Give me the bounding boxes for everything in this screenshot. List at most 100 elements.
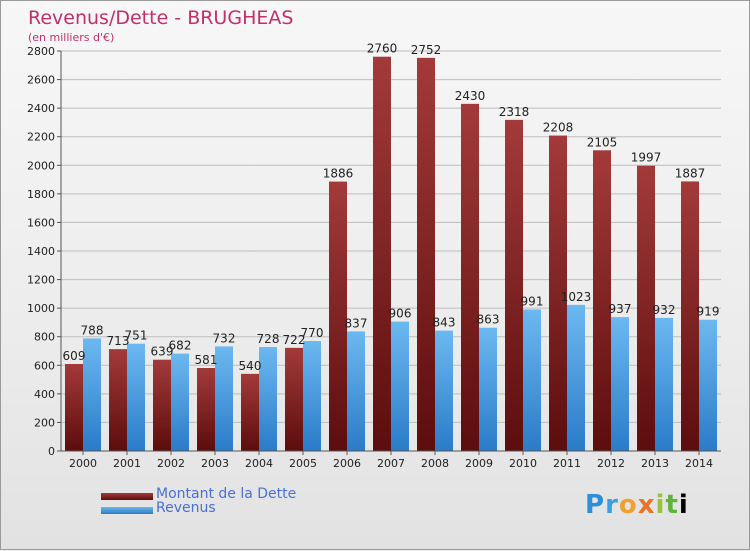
x-tick-label: 2013 — [641, 457, 669, 470]
data-label: 843 — [433, 316, 456, 330]
y-tick-label: 400 — [34, 388, 55, 401]
bar-revenue — [699, 319, 717, 451]
logo-letter: i — [678, 490, 689, 520]
data-label: 2105 — [587, 135, 618, 149]
data-label: 2752 — [411, 43, 442, 57]
bar-debt — [373, 56, 391, 451]
y-tick-label: 1600 — [27, 216, 55, 229]
bar-revenue — [655, 317, 673, 451]
logo-letter: x — [637, 490, 656, 520]
data-label: 751 — [125, 329, 148, 343]
y-tick-label: 1400 — [27, 245, 55, 258]
data-label: 609 — [63, 349, 86, 363]
x-tick-label: 2003 — [201, 457, 229, 470]
data-label: 788 — [81, 323, 104, 337]
data-label: 837 — [345, 316, 368, 330]
data-label: 540 — [239, 359, 262, 373]
y-tick-label: 2000 — [27, 159, 55, 172]
bar-revenue — [303, 341, 321, 451]
x-tick-label: 2001 — [113, 457, 141, 470]
y-tick-label: 600 — [34, 359, 55, 372]
x-tick-label: 2005 — [289, 457, 317, 470]
data-label: 2760 — [367, 42, 398, 56]
data-label: 991 — [521, 294, 544, 308]
legend-swatch-revenue — [101, 507, 153, 514]
y-tick-label: 1000 — [27, 302, 55, 315]
data-label: 581 — [195, 353, 218, 367]
bar-revenue — [479, 327, 497, 451]
logo-letter: i — [655, 490, 666, 520]
bar-revenue — [611, 317, 629, 451]
data-label: 2208 — [543, 121, 574, 135]
data-label: 2318 — [499, 105, 530, 119]
y-tick-label: 1800 — [27, 188, 55, 201]
data-label: 770 — [301, 326, 324, 340]
data-label: 863 — [477, 313, 500, 327]
x-tick-label: 2000 — [69, 457, 97, 470]
bar-debt — [637, 165, 655, 451]
x-tick-label: 2012 — [597, 457, 625, 470]
logo-letter: r — [605, 490, 619, 520]
logo-letter: P — [585, 490, 606, 520]
bar-debt — [505, 119, 523, 451]
x-tick-label: 2007 — [377, 457, 405, 470]
chart-subtitle: (en milliers d'€) — [28, 31, 115, 44]
x-tick-label: 2008 — [421, 457, 449, 470]
y-tick-label: 2400 — [27, 102, 55, 115]
bar-debt — [681, 181, 699, 451]
data-label: 906 — [389, 307, 412, 321]
bar-debt — [109, 349, 127, 451]
y-tick-label: 2200 — [27, 131, 55, 144]
chart-title: Revenus/Dette - BRUGHEAS — [28, 7, 294, 29]
bar-revenue — [127, 343, 145, 451]
bar-revenue — [259, 347, 277, 451]
y-tick-label: 0 — [48, 445, 55, 458]
bar-debt — [593, 150, 611, 452]
bar-debt — [417, 57, 435, 451]
legend-swatch-debt — [101, 493, 153, 500]
data-label: 932 — [653, 303, 676, 317]
data-label: 1886 — [323, 167, 354, 181]
bar-debt — [197, 368, 215, 451]
data-label: 2430 — [455, 89, 486, 103]
y-tick-label: 200 — [34, 416, 55, 429]
data-label: 722 — [283, 333, 306, 347]
bar-revenue — [215, 346, 233, 451]
data-label: 1023 — [561, 290, 592, 304]
x-tick-label: 2006 — [333, 457, 361, 470]
data-label: 728 — [257, 332, 280, 346]
bar-revenue — [347, 331, 365, 451]
bar-revenue — [567, 304, 585, 451]
bar-revenue — [435, 330, 453, 451]
logo-letter: t — [665, 490, 679, 520]
x-tick-label: 2004 — [245, 457, 273, 470]
y-tick-label: 1200 — [27, 274, 55, 287]
bar-revenue — [83, 338, 101, 451]
legend-label-debt: Montant de la Dette — [156, 486, 297, 502]
data-label: 639 — [151, 345, 174, 359]
bar-debt — [549, 135, 567, 452]
bar-debt — [285, 347, 303, 451]
bar-debt — [241, 373, 259, 451]
x-tick-label: 2014 — [685, 457, 713, 470]
bar-debt — [65, 364, 83, 451]
y-tick-label: 2800 — [27, 45, 55, 58]
data-label: 1887 — [675, 166, 706, 180]
x-tick-label: 2011 — [553, 457, 581, 470]
x-tick-label: 2002 — [157, 457, 185, 470]
data-label: 682 — [169, 339, 192, 353]
y-tick-label: 800 — [34, 331, 55, 344]
x-tick-label: 2009 — [465, 457, 493, 470]
bar-debt — [329, 181, 347, 452]
bar-revenue — [171, 353, 189, 451]
bar-revenue — [523, 309, 541, 451]
logo-letter: o — [618, 490, 638, 520]
data-label: 919 — [697, 305, 720, 319]
data-label: 713 — [107, 334, 130, 348]
proxiti-logo: Proxiti — [585, 490, 689, 520]
legend-label-revenue: Revenus — [156, 500, 216, 516]
data-label: 937 — [609, 302, 632, 316]
data-label: 732 — [213, 331, 236, 345]
